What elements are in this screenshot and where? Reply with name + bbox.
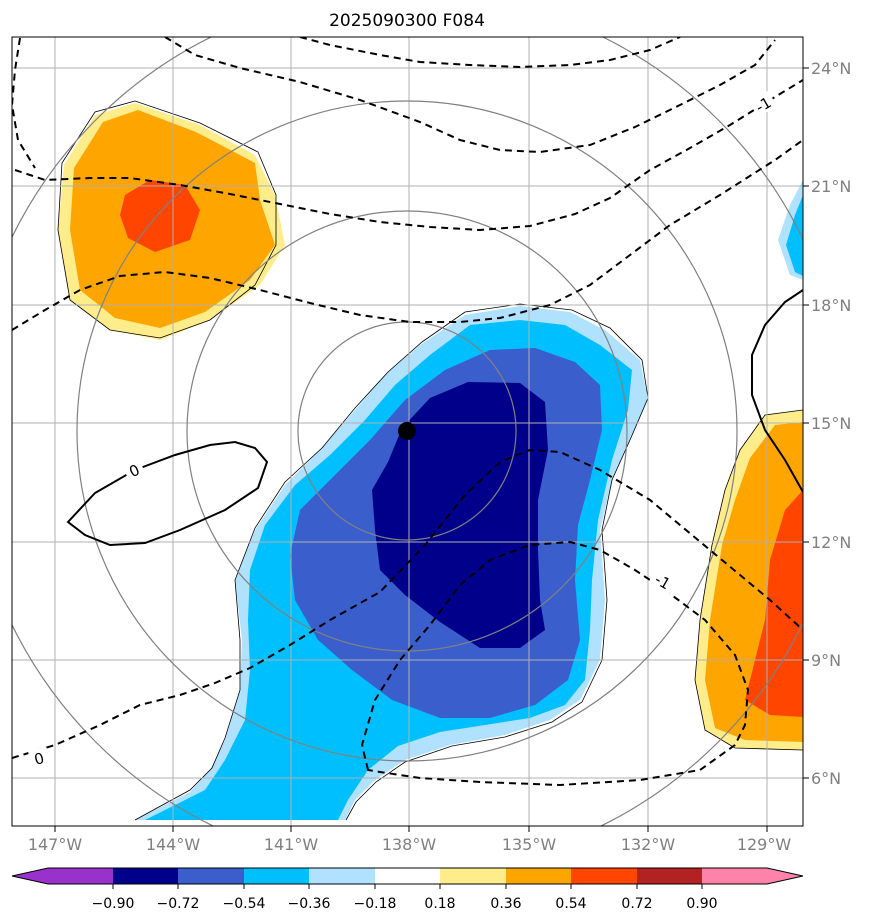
longitude-labels: 147°W 144°W 141°W 138°W 135°W 132°W 129°… bbox=[28, 835, 792, 854]
colorbar-label: −0.36 bbox=[288, 896, 331, 912]
lat-label: 12°N bbox=[811, 533, 851, 552]
colorbar-label: −0.72 bbox=[157, 896, 200, 912]
figure-title: 2025090300 F084 bbox=[329, 11, 485, 31]
map-area: 0 -1 -1 0 bbox=[12, 37, 803, 826]
lon-label: 132°W bbox=[621, 835, 676, 854]
colorbar-label: −0.90 bbox=[92, 896, 135, 912]
colorbar-label: 0.72 bbox=[621, 896, 652, 912]
contour-labels: 0 -1 -1 0 bbox=[27, 90, 778, 770]
colorbar-extend-high bbox=[702, 868, 803, 884]
lat-label: 6°N bbox=[811, 769, 841, 788]
map-frame bbox=[11, 36, 804, 827]
colorbar-label: −0.54 bbox=[223, 896, 266, 912]
lat-label: 15°N bbox=[811, 414, 851, 433]
storm-center-marker bbox=[398, 422, 416, 440]
colorbar-label: 0.54 bbox=[555, 896, 586, 912]
lon-label: 144°W bbox=[146, 835, 201, 854]
axis-ticks bbox=[54, 67, 809, 832]
lat-label: 24°N bbox=[811, 59, 851, 78]
colorbar-label: 0.36 bbox=[490, 896, 521, 912]
negative-anomaly-east-edge bbox=[778, 180, 803, 280]
graticule bbox=[12, 37, 803, 826]
colorbar: −0.90 −0.72 −0.54 −0.36 −0.18 0.18 0.36 … bbox=[11, 867, 804, 912]
lon-label: 147°W bbox=[28, 835, 83, 854]
lat-label: 21°N bbox=[811, 177, 851, 196]
latitude-labels: 24°N 21°N 18°N 15°N 12°N 9°N 6°N bbox=[811, 59, 851, 788]
lon-label: 135°W bbox=[502, 835, 557, 854]
positive-anomaly-east bbox=[694, 409, 803, 751]
positive-anomaly-nw bbox=[57, 100, 285, 340]
negative-anomaly-central bbox=[134, 303, 649, 821]
colorbar-extend-low bbox=[12, 868, 113, 884]
lat-label: 18°N bbox=[811, 296, 851, 315]
lon-label: 138°W bbox=[382, 835, 437, 854]
contours bbox=[12, 37, 803, 787]
colorbar-label: 0.90 bbox=[686, 896, 717, 912]
lon-label: 141°W bbox=[264, 835, 319, 854]
lon-label: 129°W bbox=[737, 835, 792, 854]
colorbar-label: −0.18 bbox=[354, 896, 397, 912]
lat-label: 9°N bbox=[811, 651, 841, 670]
colorbar-label: 0.18 bbox=[424, 896, 455, 912]
contour-label-0-dashed: 0 bbox=[32, 749, 46, 769]
